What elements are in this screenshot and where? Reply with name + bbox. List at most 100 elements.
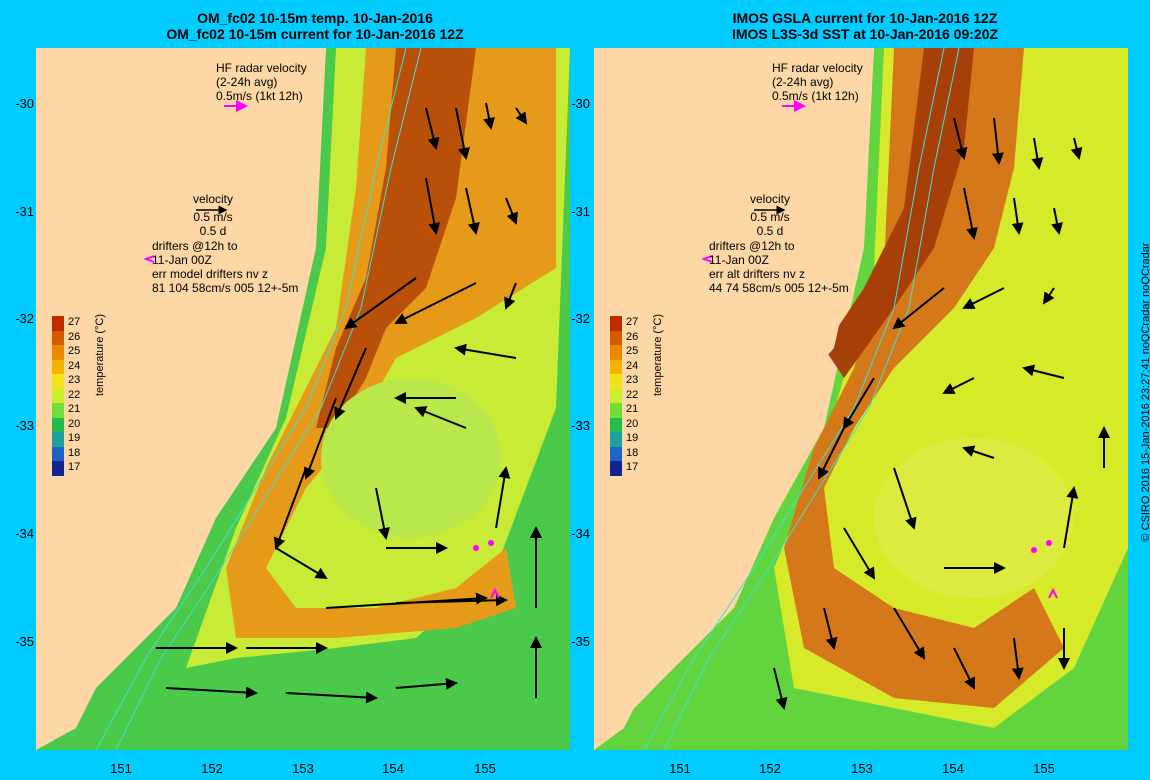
right-map-title: IMOS GSLA current for 10-Jan-2016 12Z IM…: [605, 10, 1125, 42]
velocity-arrow: [394, 282, 477, 324]
hf-radar-line1: HF radar velocity: [772, 61, 863, 75]
eddy-core: [874, 438, 1074, 598]
left-title-line1: OM_fc02 10-15m temp. 10-Jan-2016: [197, 10, 433, 26]
right-stats-line2: 44 74 58cm/s 005 12+-5m: [709, 281, 849, 295]
velocity-arrow: [395, 594, 508, 607]
east-australian-current: [784, 48, 1064, 708]
x-tick-label: 155: [1033, 761, 1055, 776]
colorbar-label: 20: [626, 417, 639, 430]
velocity-arrow: [273, 467, 307, 550]
east-australian-current: [226, 48, 556, 638]
colorbar-segment: [610, 403, 622, 418]
colorbar-label: 27: [68, 316, 81, 328]
left-map-graphic: [36, 48, 570, 750]
hf-radar-line3: 0.5m/s (1kt 12h): [772, 89, 859, 103]
colorbar-label: 18: [626, 446, 639, 459]
y-tick-label: -35: [571, 634, 590, 649]
velocity-arrow: [303, 397, 337, 480]
colorbar-segment: [610, 359, 622, 375]
drifter-key-marker: [143, 255, 155, 263]
eddy-core: [321, 378, 501, 538]
right-stats-line1: err alt drifters nv z: [709, 267, 806, 281]
velocity-arrow: [991, 117, 1004, 165]
velocity-arrow: [165, 686, 258, 699]
drifter-marker: [473, 545, 479, 551]
left-title-line2: OM_fc02 10-15m current for 10-Jan-2016 1…: [166, 26, 464, 42]
colorbar-label: 23: [626, 374, 639, 386]
velocity-arrow: [942, 377, 975, 394]
hf-radar-line1: HF radar velocity: [216, 61, 307, 75]
velocity-arrow: [425, 107, 440, 150]
colorbar-label: 17: [68, 461, 81, 473]
current-core: [824, 48, 974, 378]
colorbar-segment: [52, 359, 64, 375]
y-tick-label: -34: [571, 526, 590, 541]
drifters-line1: drifters @12h to: [152, 239, 238, 253]
x-tick-label: 153: [292, 761, 314, 776]
velocity-arrow: [505, 197, 518, 225]
velocity-arrow: [344, 277, 417, 330]
velocity-arrow: [414, 406, 467, 429]
colorbar-label: 23: [68, 374, 81, 386]
velocity-key-time: 0.5 d: [756, 224, 784, 238]
y-tick-label: -31: [571, 204, 590, 219]
velocity-arrow: [843, 527, 876, 580]
x-tick-label: 154: [942, 761, 964, 776]
velocity-arrow: [1022, 364, 1065, 379]
colorbar-title: temperature (°C): [652, 313, 664, 396]
velocity-arrow: [962, 287, 1005, 309]
hf-radar-line2: (2-24h avg): [216, 75, 278, 89]
colorbar-label: 24: [68, 359, 81, 372]
colorbar-label: 22: [626, 388, 639, 401]
right-hf-radar-key: HF radar velocity (2-24h avg) 0.5m/s (1k…: [772, 61, 863, 103]
right-map-graphic: [594, 48, 1128, 750]
velocity-arrow: [504, 282, 517, 310]
velocity-arrow: [1031, 137, 1044, 170]
colorbar-segment: [610, 432, 622, 447]
velocity-arrow: [454, 343, 517, 359]
velocity-arrow: [455, 107, 470, 160]
drifter-marker: [1046, 540, 1052, 546]
velocity-arrow: [953, 647, 975, 690]
velocity-arrows: [156, 102, 542, 704]
colorbar-segment: [52, 417, 64, 433]
velocity-arrow: [818, 427, 845, 480]
y-tick-label: -30: [15, 96, 34, 111]
right-title-line2: IMOS L3S-3d SST at 10-Jan-2016 09:20Z: [731, 26, 999, 42]
velocity-arrow: [1042, 287, 1055, 305]
colorbar-segment: [610, 461, 622, 476]
left-map-title: OM_fc02 10-15m temp. 10-Jan-2016 OM_fc02…: [55, 10, 575, 42]
velocity-arrow: [962, 445, 995, 459]
velocity-key-title: velocity: [193, 192, 234, 206]
colorbar-segment: [610, 446, 622, 462]
colorbar-segment: [52, 316, 64, 331]
velocity-arrow: [893, 467, 917, 530]
velocity-key-title: velocity: [750, 192, 791, 206]
drifters-line2: 11-Jan 00Z: [709, 253, 769, 267]
velocity-arrow: [425, 177, 441, 235]
velocity-arrow: [1011, 637, 1024, 680]
left-drifter-key: drifters @12h to 11-Jan 00Z err model dr…: [152, 239, 298, 295]
isobath-1: [95, 48, 407, 750]
y-tick-label: -34: [15, 526, 34, 541]
velocity-arrow: [963, 187, 978, 240]
colorbar-segment: [610, 330, 622, 346]
colorbar-segment: [610, 345, 622, 360]
velocity-arrow: [1011, 197, 1024, 235]
drifters-line1: drifters @12h to: [709, 239, 795, 253]
drifter-marker: [488, 540, 494, 546]
velocity-arrow: [892, 287, 945, 330]
right-map-panel: [594, 48, 1128, 750]
velocity-arrow: [395, 677, 458, 690]
colorbar-segment: [52, 403, 64, 418]
colorbar-segment: [52, 330, 64, 346]
colorbar-segment: [610, 417, 622, 433]
velocity-key-speed: 0.5 m/s: [193, 210, 233, 224]
colorbar-label: 20: [68, 417, 81, 430]
velocity-arrow: [275, 547, 328, 580]
colorbar-title: temperature (°C): [94, 313, 106, 396]
x-tick-label: 153: [851, 761, 873, 776]
y-tick-label: -35: [15, 634, 34, 649]
velocity-arrow: [465, 187, 480, 235]
x-tick-label: 155: [474, 761, 496, 776]
